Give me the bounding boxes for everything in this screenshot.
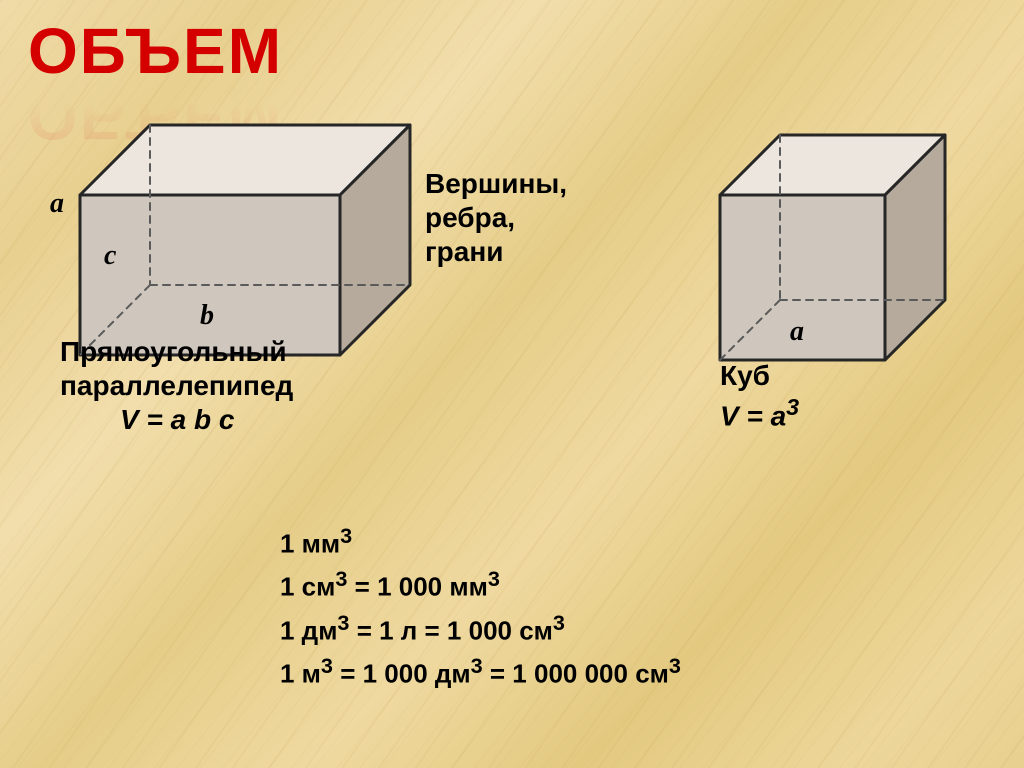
cube-formula-base: V = a bbox=[720, 400, 786, 431]
conversion-row: 1 дм3 = 1 л = 1 000 см3 bbox=[280, 607, 681, 650]
cuboid-label-b: b bbox=[200, 300, 214, 332]
cuboid-name-line1: Прямоугольный bbox=[60, 336, 287, 368]
middle-label-edges: ребра, bbox=[425, 202, 515, 234]
page-title: ОБЪЕМ bbox=[28, 14, 283, 88]
conversion-row: 1 мм3 bbox=[280, 520, 681, 563]
conversion-row: 1 см3 = 1 000 мм3 bbox=[280, 563, 681, 606]
cuboid-name-line2: параллелепипед bbox=[60, 370, 293, 402]
cuboid-label-c: c bbox=[104, 240, 116, 272]
conversion-row: 1 м3 = 1 000 дм3 = 1 000 000 см3 bbox=[280, 650, 681, 693]
cube-label-a: a bbox=[790, 316, 804, 348]
cuboid-figure bbox=[80, 125, 414, 359]
cuboid-label-a: a bbox=[50, 188, 64, 220]
cube-formula: V = a3 bbox=[720, 394, 799, 432]
cube-figure bbox=[720, 135, 949, 364]
conversion-table: 1 мм31 см3 = 1 000 мм31 дм3 = 1 л = 1 00… bbox=[280, 520, 681, 693]
middle-label-vertices: Вершины, bbox=[425, 168, 567, 200]
middle-label-faces: грани bbox=[425, 236, 503, 268]
cube-formula-exp: 3 bbox=[786, 394, 799, 420]
cube-name: Куб bbox=[720, 360, 770, 392]
cuboid-formula: V = a b c bbox=[120, 404, 234, 436]
